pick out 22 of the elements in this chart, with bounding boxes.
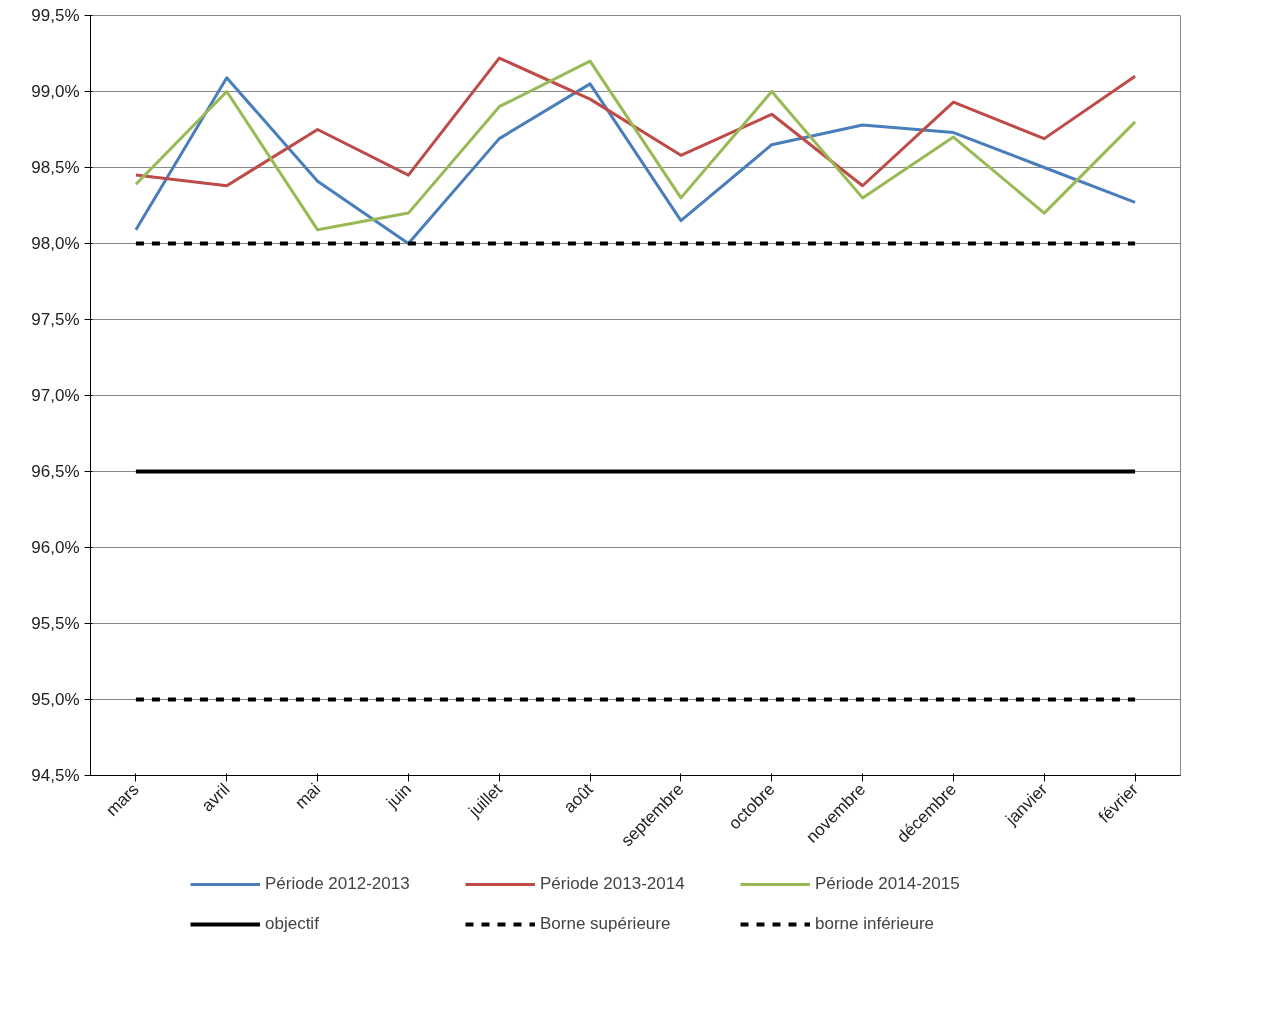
y-tick-label: 97,5% (31, 310, 80, 329)
y-tick-label: 95,0% (31, 690, 80, 709)
y-tick-label: 95,5% (31, 614, 80, 633)
line-series (134, 59, 1137, 232)
legend-label: Période 2012-2013 (265, 874, 411, 894)
y-tick-label: 99,0% (31, 82, 80, 101)
legend-label: Période 2014-2015 (815, 874, 961, 894)
x-tick-label: mai (291, 779, 325, 813)
y-tick-label: 98,0% (31, 234, 80, 253)
line-series (134, 56, 1137, 188)
x-tick-label: juin (382, 779, 416, 813)
legend-label: objectif (265, 914, 320, 934)
y-tick-label: 94,5% (31, 766, 80, 785)
y-tick-label: 96,0% (31, 538, 80, 557)
y-tick-label: 97,0% (31, 386, 80, 405)
legend-label: Borne supérieure (540, 914, 672, 934)
y-tick-label: 96,5% (31, 462, 80, 481)
y-tick-label: 98,5% (31, 158, 80, 177)
y-tick-label: 99,5% (31, 6, 80, 25)
legend-label: Période 2013-2014 (540, 874, 686, 894)
legend-label: borne inférieure (815, 914, 936, 934)
line-series (134, 76, 1137, 245)
